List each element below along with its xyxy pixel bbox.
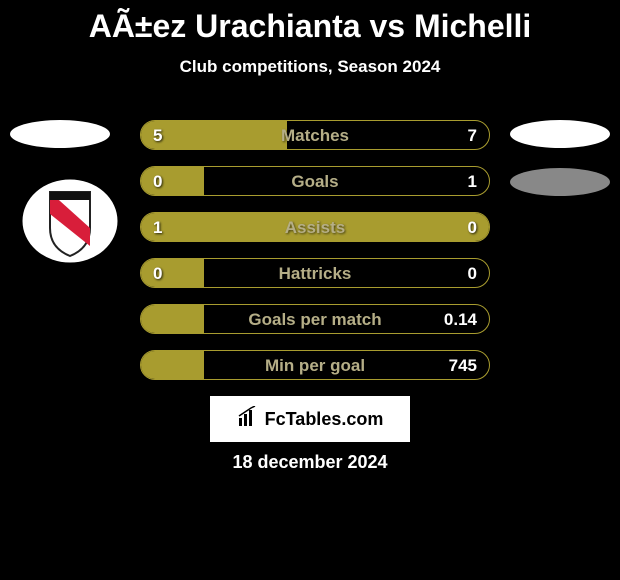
stat-value-right: 1 bbox=[468, 167, 477, 195]
stat-value-right: 7 bbox=[468, 121, 477, 149]
brand-chart-icon bbox=[237, 406, 259, 433]
stat-value-right: 0 bbox=[468, 213, 477, 241]
stat-value-left: 0 bbox=[153, 167, 162, 195]
stat-row: Assists1 0 bbox=[140, 212, 490, 242]
stats-bars: Matches57Goals01Assists10Hattricks00Goal… bbox=[140, 120, 490, 396]
date-label: 18 december 2024 bbox=[0, 452, 620, 473]
stat-value-left: 5 bbox=[153, 121, 162, 149]
stat-label: Hattricks bbox=[141, 259, 489, 287]
stat-row: Min per goal745 bbox=[140, 350, 490, 380]
brand-box: FcTables.com bbox=[210, 396, 410, 442]
stat-value-right: 745 bbox=[449, 351, 477, 379]
left-player-avatars bbox=[10, 120, 110, 168]
stat-value-right: 0.14 bbox=[444, 305, 477, 333]
subtitle: Club competitions, Season 2024 bbox=[0, 57, 620, 77]
stat-row: Goals0 1 bbox=[140, 166, 490, 196]
brand-label: FcTables.com bbox=[265, 409, 384, 430]
stat-label: Goals per match bbox=[141, 305, 489, 333]
avatar-placeholder bbox=[10, 120, 110, 148]
right-player-avatars bbox=[510, 120, 610, 216]
stat-value-right: 0 bbox=[468, 259, 477, 287]
stat-label: Assists bbox=[141, 213, 489, 241]
stat-row: Matches5 7 bbox=[140, 120, 490, 150]
stat-row: Goals per match0.14 bbox=[140, 304, 490, 334]
stat-value-left: 1 bbox=[153, 213, 162, 241]
stat-row: Hattricks0 0 bbox=[140, 258, 490, 288]
avatar-placeholder bbox=[510, 168, 610, 196]
avatar-placeholder bbox=[510, 120, 610, 148]
stat-label: Matches bbox=[141, 121, 489, 149]
page-title: AÃ±ez Urachianta vs Michelli bbox=[0, 0, 620, 45]
club-badge bbox=[20, 178, 120, 264]
stat-label: Goals bbox=[141, 167, 489, 195]
stat-label: Min per goal bbox=[141, 351, 489, 379]
stat-value-left: 0 bbox=[153, 259, 162, 287]
